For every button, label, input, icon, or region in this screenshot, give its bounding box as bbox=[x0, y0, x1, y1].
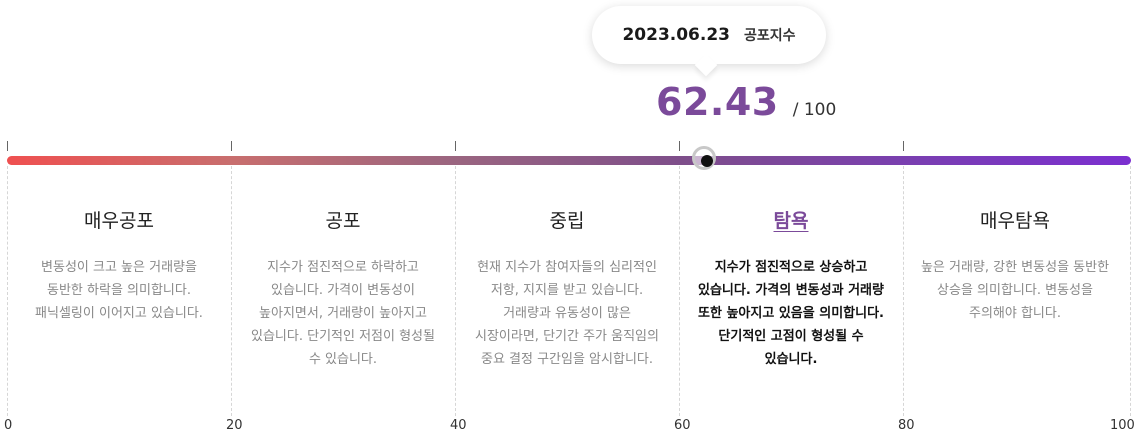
gauge-tick bbox=[455, 141, 456, 151]
zone-divider bbox=[1130, 166, 1131, 416]
zone-title: 매우탐욕 bbox=[980, 210, 1050, 232]
score-max: / 100 bbox=[792, 100, 837, 120]
axis-label: 20 bbox=[226, 418, 243, 433]
zone-title: 매우공포 bbox=[84, 210, 154, 232]
zone-description: 지수가 점진적으로 하락하고 있습니다. 가격이 변동성이 높아지면서, 거래량… bbox=[251, 260, 435, 367]
gauge-tick bbox=[7, 141, 8, 151]
zone-title: 공포 bbox=[325, 210, 361, 232]
zone-neutral: 중립 현재 지수가 참여자들의 심리적인 저항, 지지를 받고 있습니다. 거래… bbox=[455, 206, 679, 371]
axis-label: 60 bbox=[674, 418, 691, 433]
gauge-tick bbox=[679, 141, 680, 151]
zone-divider bbox=[679, 166, 680, 416]
zone-description: 높은 거래량, 강한 변동성을 동반한 상승을 의미합니다. 변동성을 주의해야… bbox=[920, 260, 1110, 321]
score-value: 62.43 bbox=[656, 80, 779, 124]
gauge-tick bbox=[231, 141, 232, 151]
zone-divider bbox=[7, 166, 8, 416]
tooltip-date: 2023.06.23 bbox=[622, 25, 730, 45]
zone-divider bbox=[231, 166, 232, 416]
zone-extreme-fear: 매우공포 변동성이 크고 높은 거래량을 동반한 하락을 의미합니다. 패닉셀링… bbox=[7, 206, 231, 325]
zone-title: 중립 bbox=[549, 210, 585, 232]
axis-label: 40 bbox=[450, 418, 467, 433]
date-tooltip: 2023.06.23 공포지수 bbox=[592, 6, 826, 64]
zone-title-active[interactable]: 탐욕 bbox=[773, 210, 809, 232]
gauge-marker-dot bbox=[701, 155, 713, 167]
zone-description: 현재 지수가 참여자들의 심리적인 저항, 지지를 받고 있습니다. 거래량과 … bbox=[475, 260, 659, 367]
zone-divider bbox=[903, 166, 904, 416]
zone-description: 변동성이 크고 높은 거래량을 동반한 하락을 의미합니다. 패닉셀링이 이어지… bbox=[35, 260, 203, 321]
zone-fear: 공포 지수가 점진적으로 하락하고 있습니다. 가격이 변동성이 높아지면서, … bbox=[231, 206, 455, 371]
zone-description-active: 지수가 점진적으로 상승하고 있습니다. 가격의 변동성과 거래량 또한 높아지… bbox=[698, 260, 884, 367]
axis-label: 80 bbox=[898, 418, 915, 433]
score-display: 62.43 / 100 bbox=[656, 80, 836, 124]
zone-divider bbox=[455, 166, 456, 416]
axis-label: 0 bbox=[4, 418, 13, 433]
zone-extreme-greed: 매우탐욕 높은 거래량, 강한 변동성을 동반한 상승을 의미합니다. 변동성을… bbox=[903, 206, 1127, 325]
zone-greed[interactable]: 탐욕 지수가 점진적으로 상승하고 있습니다. 가격의 변동성과 거래량 또한 … bbox=[679, 206, 903, 371]
axis-label: 100 bbox=[1110, 418, 1135, 433]
gauge-tick bbox=[903, 141, 904, 151]
tooltip-label: 공포지수 bbox=[744, 28, 796, 44]
gauge-bar bbox=[7, 156, 1131, 165]
